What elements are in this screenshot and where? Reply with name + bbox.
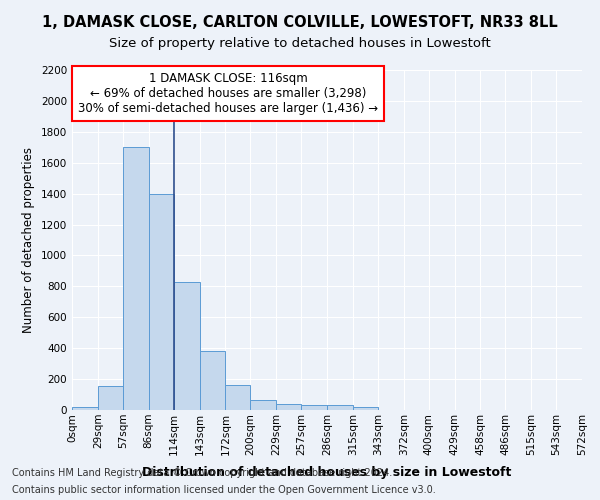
Bar	[98, 386, 123, 410]
Bar	[199, 350, 226, 410]
Text: Contains public sector information licensed under the Open Government Licence v3: Contains public sector information licen…	[12, 485, 436, 495]
Y-axis label: Number of detached properties: Number of detached properties	[22, 147, 35, 333]
Text: 1, DAMASK CLOSE, CARLTON COLVILLE, LOWESTOFT, NR33 8LL: 1, DAMASK CLOSE, CARLTON COLVILLE, LOWES…	[42, 15, 558, 30]
Bar	[276, 404, 301, 410]
Bar	[301, 406, 327, 410]
X-axis label: Distribution of detached houses by size in Lowestoft: Distribution of detached houses by size …	[142, 466, 512, 479]
Bar	[250, 400, 276, 410]
Bar	[123, 148, 149, 410]
Bar	[353, 407, 378, 410]
Text: 1 DAMASK CLOSE: 116sqm
← 69% of detached houses are smaller (3,298)
30% of semi-: 1 DAMASK CLOSE: 116sqm ← 69% of detached…	[78, 72, 378, 116]
Text: Contains HM Land Registry data © Crown copyright and database right 2024.: Contains HM Land Registry data © Crown c…	[12, 468, 392, 477]
Text: Size of property relative to detached houses in Lowestoft: Size of property relative to detached ho…	[109, 38, 491, 51]
Bar	[173, 282, 199, 410]
Bar	[149, 194, 173, 410]
Bar	[226, 384, 250, 410]
Bar	[72, 407, 98, 410]
Bar	[327, 406, 353, 410]
